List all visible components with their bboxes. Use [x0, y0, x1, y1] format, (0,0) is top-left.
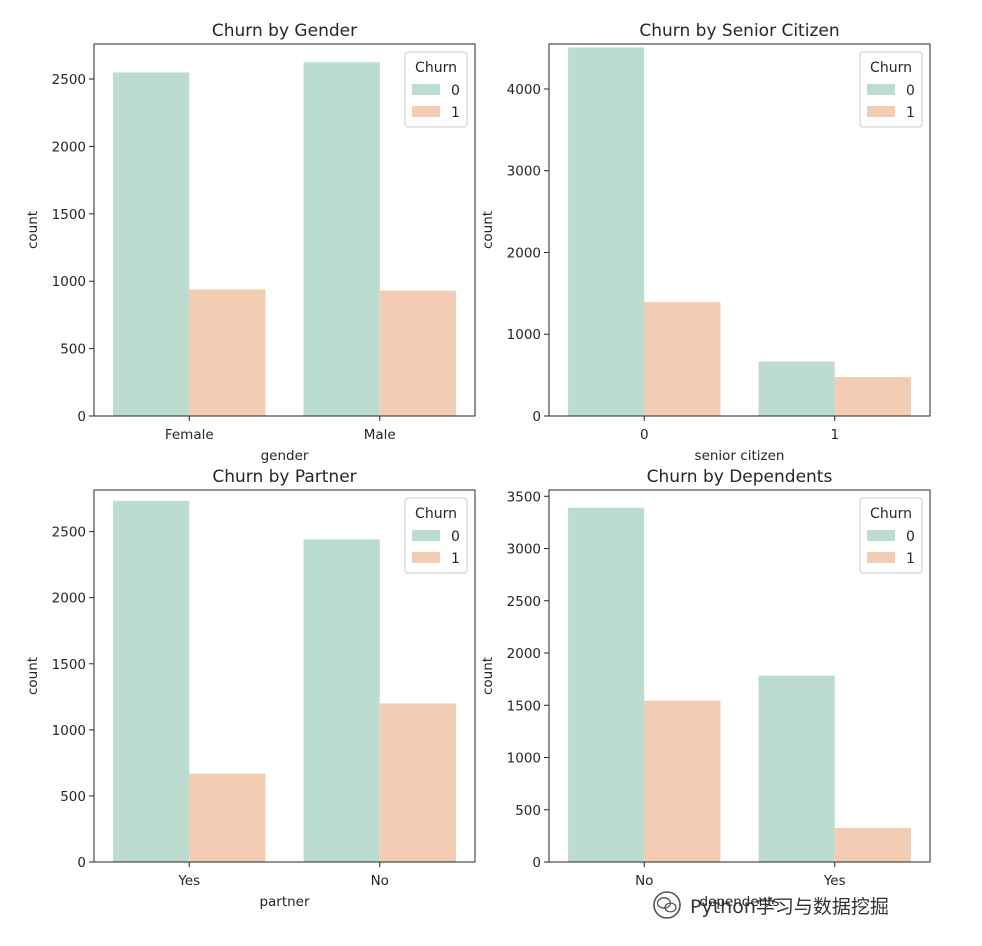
axes-frame: [93, 489, 476, 863]
legend-label-0: 0: [906, 529, 915, 545]
y-tick-label: 1000: [52, 274, 86, 290]
y-axis-label: count: [480, 211, 496, 249]
chart-title: Churn by Gender: [212, 21, 357, 41]
bar-Male-churn-0: [303, 62, 380, 417]
bar-No-churn-1: [644, 700, 721, 862]
y-tick-label: 0: [532, 409, 541, 425]
x-axis-label: gender: [261, 448, 309, 464]
legend-label-1: 1: [451, 551, 460, 567]
legend-swatch-0: [412, 84, 440, 95]
y-axis-label: count: [25, 657, 41, 695]
y-tick-label: 0: [77, 409, 86, 425]
legend-title: Churn: [870, 506, 912, 522]
y-tick-label: 2000: [52, 139, 86, 155]
axes-frame: [548, 43, 931, 417]
x-tick-label: No: [371, 873, 389, 889]
y-tick-label: 3500: [507, 489, 541, 505]
legend-title: Churn: [415, 60, 457, 76]
bar-Male-churn-1: [379, 290, 456, 416]
watermark-text: Python学习与数据挖掘: [690, 895, 889, 918]
bar-Yes-churn-1: [834, 827, 911, 862]
x-axis-label: dependents: [699, 894, 779, 910]
y-tick-label: 500: [60, 342, 86, 358]
y-tick-label: 1500: [52, 657, 86, 673]
bar-Yes-churn-1: [189, 773, 266, 862]
x-axis-label: senior citizen: [695, 448, 785, 464]
bar-Female-churn-0: [113, 72, 190, 416]
bar-No-churn-1: [379, 703, 456, 862]
y-tick-label: 4000: [507, 82, 541, 98]
legend-swatch-1: [412, 106, 440, 117]
bar-No-churn-0: [303, 539, 380, 862]
legend-label-0: 0: [451, 83, 460, 99]
y-tick-label: 3000: [507, 164, 541, 180]
y-tick-label: 1500: [507, 698, 541, 714]
wechat-icon: [653, 891, 681, 919]
y-tick-label: 3000: [507, 542, 541, 558]
y-tick-label: 0: [77, 855, 86, 871]
y-tick-label: 1000: [52, 723, 86, 739]
y-tick-label: 2500: [52, 72, 86, 88]
axes-frame: [548, 489, 931, 863]
bar-No-churn-0: [568, 507, 645, 862]
x-axis-label: partner: [259, 894, 310, 910]
legend-swatch-0: [867, 530, 895, 541]
bar-0-churn-0: [568, 47, 645, 417]
y-tick-label: 1000: [507, 327, 541, 343]
x-tick-label: 0: [640, 427, 649, 443]
y-axis-label: count: [480, 657, 496, 695]
legend-label-1: 1: [906, 551, 915, 567]
y-tick-label: 500: [60, 789, 86, 805]
bar-Yes-churn-0: [758, 675, 835, 862]
legend-swatch-1: [412, 552, 440, 563]
chart-panel-3: 0 500 1000 1500 2000 2500 Yes No Churn by Partne…: [25, 467, 476, 910]
x-tick-label: Male: [364, 427, 396, 443]
y-axis-label: count: [25, 211, 41, 249]
axes-frame: [93, 43, 476, 417]
bar-0-churn-1: [644, 302, 721, 416]
y-tick-label: 1500: [52, 207, 86, 223]
x-tick-label: Yes: [823, 873, 846, 889]
y-tick-label: 2000: [507, 245, 541, 261]
y-tick-label: 2500: [52, 525, 86, 541]
legend-swatch-1: [867, 552, 895, 563]
legend-label-1: 1: [451, 105, 460, 121]
y-tick-label: 2000: [507, 646, 541, 662]
chart-title: Churn by Senior Citizen: [639, 21, 839, 41]
bar-1-churn-0: [758, 361, 835, 416]
legend-swatch-1: [867, 106, 895, 117]
legend-label-0: 0: [451, 529, 460, 545]
chart-title: Churn by Partner: [212, 467, 356, 487]
legend-swatch-0: [412, 530, 440, 541]
legend-swatch-0: [867, 84, 895, 95]
legend-label-1: 1: [906, 105, 915, 121]
y-tick-label: 0: [532, 855, 541, 871]
y-tick-label: 2000: [52, 591, 86, 607]
legend-title: Churn: [870, 60, 912, 76]
chart-title: Churn by Dependents: [647, 467, 833, 487]
x-tick-label: Yes: [177, 873, 200, 889]
watermark: Python学习与数据挖掘: [652, 888, 972, 922]
y-tick-label: 2500: [507, 594, 541, 610]
chart-panel-4: 0 500 1000 1500 2000 2500 3000 3500 No Yes Churn b…: [480, 467, 931, 910]
chart-panel-2: 0 1000 2000 3000 4000 0 1 Churn by Senior Citiz…: [480, 21, 931, 464]
y-tick-label: 1000: [507, 751, 541, 767]
bar-1-churn-1: [834, 377, 911, 416]
bar-Yes-churn-0: [113, 500, 190, 862]
bar-Female-churn-1: [189, 289, 266, 416]
y-tick-label: 500: [515, 803, 541, 819]
legend-label-0: 0: [906, 83, 915, 99]
chart-panel-1: 0 500 1000 1500 2000 2500 Female Male Churn by G…: [25, 21, 476, 464]
legend-title: Churn: [415, 506, 457, 522]
x-tick-label: 1: [830, 427, 839, 443]
x-tick-label: No: [635, 873, 653, 889]
x-tick-label: Female: [165, 427, 214, 443]
